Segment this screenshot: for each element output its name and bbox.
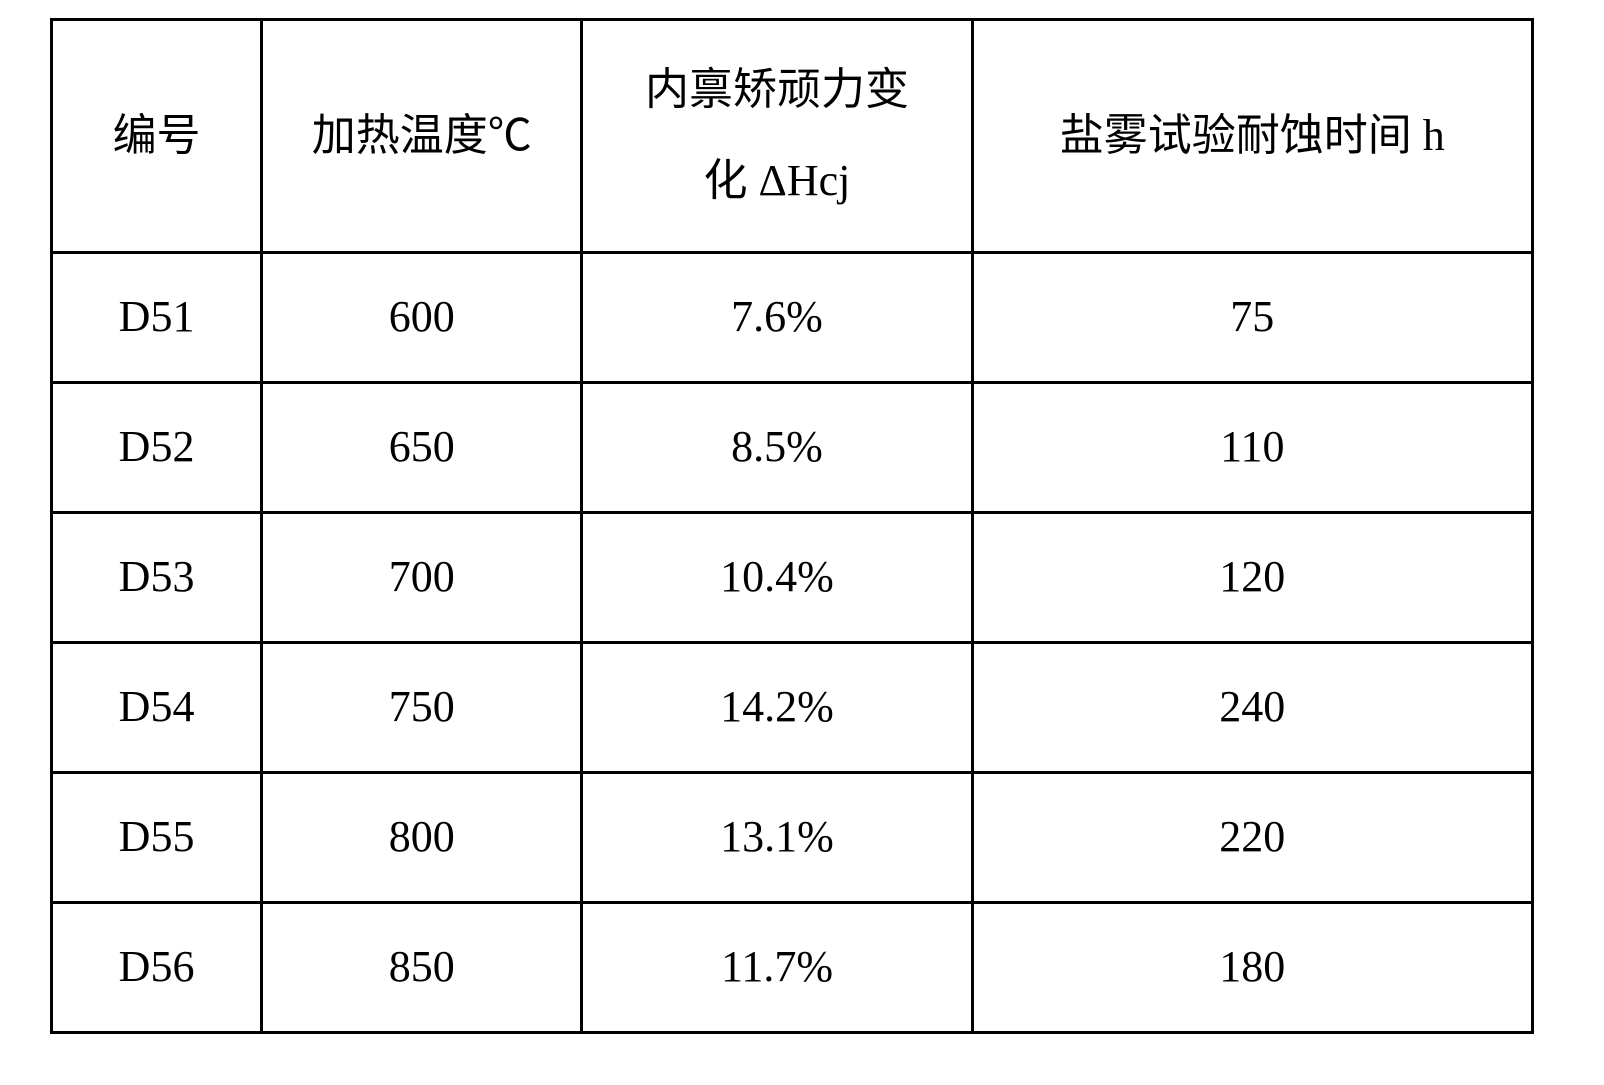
cell-id: D53 — [52, 513, 262, 643]
cell-temp: 850 — [262, 903, 582, 1033]
cell-hours: 120 — [972, 513, 1532, 643]
cell-dhcj: 7.6% — [582, 253, 972, 383]
col-header-hours: 盐雾试验耐蚀时间 h — [972, 20, 1532, 253]
cell-dhcj: 13.1% — [582, 773, 972, 903]
col-header-temp: 加热温度℃ — [262, 20, 582, 253]
data-table: 编号 加热温度℃ 内禀矫顽力变 化 ΔHcj 盐雾试验耐蚀时间 h D51 60… — [50, 18, 1534, 1034]
cell-temp: 800 — [262, 773, 582, 903]
cell-hours: 110 — [972, 383, 1532, 513]
cell-hours: 220 — [972, 773, 1532, 903]
cell-hours: 75 — [972, 253, 1532, 383]
table-row: D52 650 8.5% 110 — [52, 383, 1533, 513]
cell-id: D56 — [52, 903, 262, 1033]
cell-temp: 600 — [262, 253, 582, 383]
cell-dhcj: 10.4% — [582, 513, 972, 643]
cell-dhcj: 11.7% — [582, 903, 972, 1033]
table-header-row: 编号 加热温度℃ 内禀矫顽力变 化 ΔHcj 盐雾试验耐蚀时间 h — [52, 20, 1533, 253]
table-row: D54 750 14.2% 240 — [52, 643, 1533, 773]
cell-id: D54 — [52, 643, 262, 773]
cell-id: D51 — [52, 253, 262, 383]
cell-id: D55 — [52, 773, 262, 903]
table-row: D51 600 7.6% 75 — [52, 253, 1533, 383]
col-header-id: 编号 — [52, 20, 262, 253]
cell-hours: 240 — [972, 643, 1532, 773]
cell-id: D52 — [52, 383, 262, 513]
col-header-dhcj-line1: 内禀矫顽力变 — [645, 64, 909, 117]
cell-dhcj: 14.2% — [582, 643, 972, 773]
table-row: D53 700 10.4% 120 — [52, 513, 1533, 643]
col-header-dhcj: 内禀矫顽力变 化 ΔHcj — [582, 20, 972, 253]
table-row: D55 800 13.1% 220 — [52, 773, 1533, 903]
cell-temp: 700 — [262, 513, 582, 643]
cell-hours: 180 — [972, 903, 1532, 1033]
table-row: D56 850 11.7% 180 — [52, 903, 1533, 1033]
cell-temp: 750 — [262, 643, 582, 773]
cell-dhcj: 8.5% — [582, 383, 972, 513]
cell-temp: 650 — [262, 383, 582, 513]
col-header-dhcj-line2: 化 ΔHcj — [704, 155, 851, 208]
